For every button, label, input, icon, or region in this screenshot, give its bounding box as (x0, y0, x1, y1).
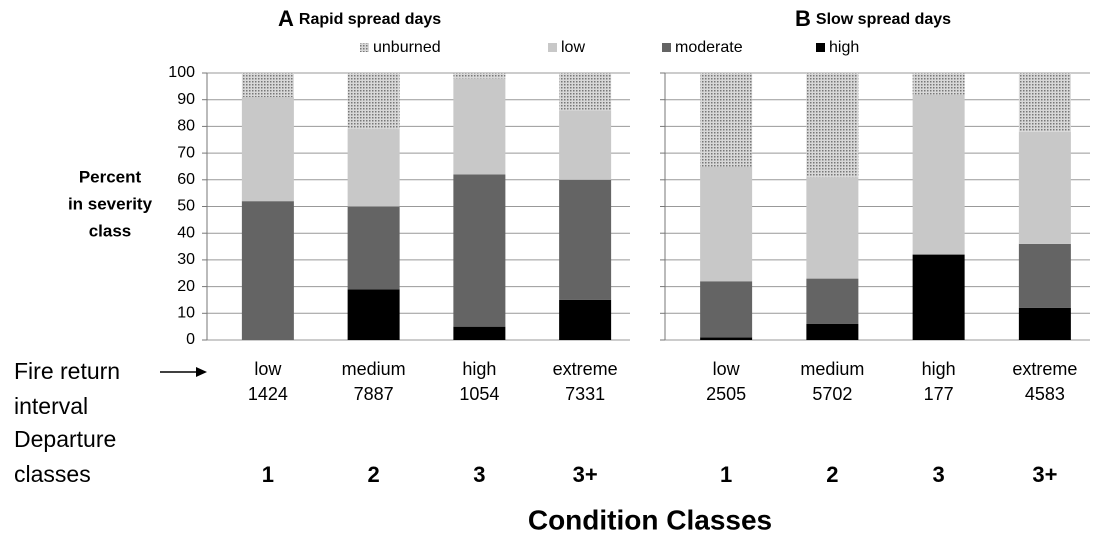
bar-segment (912, 254, 965, 340)
y-tick-label: 70 (177, 144, 195, 161)
y-tick-label: 0 (186, 331, 195, 348)
panel-title: A Rapid spread days (278, 6, 441, 31)
y-tick-label: 50 (177, 198, 195, 215)
y-tick-label: 60 (177, 171, 195, 188)
bar-segment (453, 174, 506, 327)
x-tick-label: low (254, 359, 282, 379)
legend-label: moderate (675, 39, 743, 56)
condition-class: 3+ (573, 462, 598, 487)
legend-label: unburned (373, 39, 441, 56)
condition-class: 3+ (1032, 462, 1057, 487)
bar-segment (241, 73, 294, 98)
bar-segment (806, 73, 859, 178)
condition-class: 2 (368, 462, 380, 487)
category-count: 7331 (565, 384, 605, 404)
legend-swatch (360, 43, 369, 52)
bar-segment (1018, 307, 1071, 340)
bar-segment (700, 281, 753, 338)
y-tick-label: 20 (177, 278, 195, 295)
condition-class: 3 (473, 462, 485, 487)
x-tick-label: low (713, 359, 741, 379)
bar-segment (347, 129, 400, 207)
bar-segment (912, 73, 965, 95)
category-count: 5702 (812, 384, 852, 404)
bar-segment (453, 73, 506, 79)
category-count: 4583 (1025, 384, 1065, 404)
bar-segment (1018, 243, 1071, 308)
y-tick-label: 30 (177, 251, 195, 268)
y-tick-label: 90 (177, 91, 195, 108)
y-tick-label: 40 (177, 224, 195, 241)
y-axis-label: Percent (79, 167, 142, 186)
bar-segment (559, 299, 612, 340)
bar-segment (347, 289, 400, 340)
bar-segment (559, 110, 612, 180)
legend-label: low (561, 39, 585, 56)
y-tick-label: 100 (168, 64, 195, 81)
bar-segment (241, 97, 294, 202)
bar-segment (559, 73, 612, 111)
legend-swatch (816, 43, 825, 52)
panel-title-text: Rapid spread days (299, 11, 441, 28)
bar-segment (347, 206, 400, 290)
y-tick-label: 80 (177, 118, 195, 135)
bar-segment (912, 94, 965, 255)
row-label: interval (14, 393, 88, 419)
category-count: 1054 (459, 384, 499, 404)
x-axis-label: Condition Classes (528, 504, 772, 535)
legend-swatch (548, 43, 557, 52)
bar-segment (559, 179, 612, 300)
row-label: Fire return (14, 358, 120, 384)
condition-class: 2 (826, 462, 838, 487)
panel-title: B Slow spread days (795, 6, 951, 31)
x-tick-label: medium (342, 359, 406, 379)
panel-label: A (278, 6, 294, 31)
y-axis-label: class (89, 221, 132, 240)
legend-swatch (662, 43, 671, 52)
category-count: 2505 (706, 384, 746, 404)
y-tick-label: 10 (177, 305, 195, 322)
bar-segment (1018, 73, 1071, 132)
row-label: classes (14, 461, 91, 487)
x-tick-label: medium (800, 359, 864, 379)
legend-label: high (829, 39, 859, 56)
bar-segment (700, 337, 753, 340)
category-count: 1424 (248, 384, 288, 404)
bar-segment (700, 73, 753, 167)
condition-class: 1 (262, 462, 274, 487)
condition-class: 1 (720, 462, 732, 487)
bar-segment (806, 278, 859, 324)
bar-segment (700, 166, 753, 282)
category-count: 7887 (354, 384, 394, 404)
bar-segment (1018, 131, 1071, 244)
bar-segment (347, 73, 400, 130)
bar-segment (241, 201, 294, 340)
category-count: 177 (924, 384, 954, 404)
x-tick-label: high (922, 359, 956, 379)
x-tick-label: extreme (1012, 359, 1077, 379)
y-axis-label: in severity (68, 194, 153, 213)
panel-label: B (795, 6, 811, 31)
bar-segment (453, 78, 506, 175)
panel-title-text: Slow spread days (816, 11, 951, 28)
bar-segment (806, 323, 859, 340)
x-tick-label: extreme (553, 359, 618, 379)
bar-segment (806, 177, 859, 279)
bar-segment (453, 326, 506, 340)
condition-class: 3 (933, 462, 945, 487)
row-label: Departure (14, 426, 116, 452)
arrow-head (196, 367, 207, 377)
x-tick-label: high (462, 359, 496, 379)
